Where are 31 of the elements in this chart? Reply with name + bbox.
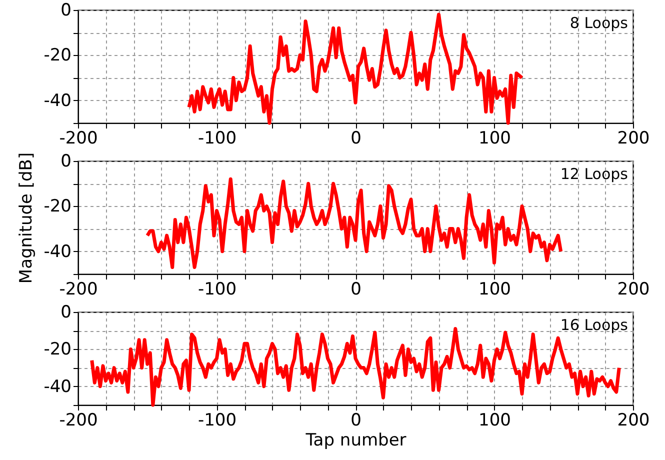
y-tick-label: 0: [60, 152, 72, 172]
y-tick-label: -40: [44, 242, 72, 262]
y-axis-title: Magnitude [dB]: [16, 152, 37, 284]
annotation: 16 Loops: [560, 316, 628, 334]
x-tick-label: -200: [59, 410, 98, 430]
x-tick-label: 100: [478, 410, 511, 430]
y-tick-label: -20: [44, 196, 72, 217]
y-tick-label: 0: [60, 302, 72, 322]
x-tick-label: 200: [617, 280, 650, 300]
x-axis-title: Tap number: [304, 430, 406, 450]
y-tick-label: -20: [44, 340, 72, 360]
x-tick-label: 200: [617, 410, 650, 430]
y-tick-label: -40: [44, 376, 72, 397]
x-tick-label: 0: [350, 280, 362, 300]
y-tick-label: -40: [44, 90, 72, 111]
annotation: 8 Loops: [570, 14, 628, 32]
annotation: 12 Loops: [560, 165, 628, 183]
y-tick-label: 0: [60, 0, 72, 20]
line-series: [146, 177, 563, 269]
x-tick-label: -100: [198, 128, 237, 148]
x-tick-label: 200: [617, 128, 650, 148]
x-tick-label: -200: [59, 128, 98, 148]
x-tick-label: -100: [198, 410, 237, 430]
line-series: [187, 12, 524, 125]
y-tick-label: -20: [44, 46, 72, 66]
x-tick-label: 0: [350, 410, 362, 430]
x-tick-label: 100: [478, 280, 511, 300]
x-tick-label: 100: [478, 128, 511, 148]
x-tick-label: -100: [198, 280, 237, 300]
x-tick-label: -200: [59, 280, 98, 300]
x-tick-label: 0: [350, 128, 362, 148]
